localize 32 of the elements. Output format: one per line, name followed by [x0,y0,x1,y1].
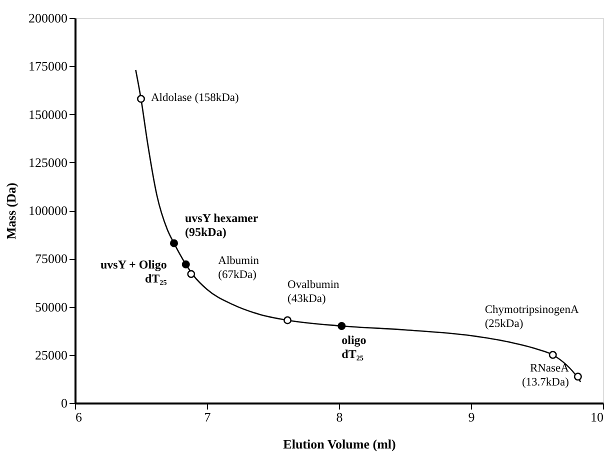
point [338,322,346,330]
annotation: Albumin (67kDa) [218,255,260,282]
point [284,316,292,324]
point [182,260,190,268]
annotation: oligo dT₂₅ [342,333,366,361]
point [548,350,557,359]
x-tick-label: 8 [336,410,343,424]
y-tick-label: 50000 [35,299,68,314]
x-tick-label: 9 [468,410,475,424]
y-tick-label: 150000 [28,106,68,122]
y-tick-label: 175000 [28,58,68,74]
point [170,239,178,248]
x-tick-label: 7 [204,410,212,424]
annotation: uvsY + Oligo dT₂₅ [100,257,168,286]
annotation: uvsY hexamer (95kDa) [185,211,259,240]
point [574,372,582,381]
x-tick-label: 6 [76,410,82,424]
x-tick-label: 10 [590,410,604,424]
annotation: Ovalbumin (43kDa) [288,279,340,306]
y-tick-label: 25000 [35,347,68,362]
y-tick-label: 75000 [35,251,68,266]
point [136,94,146,103]
y-tick-label: 0 [61,396,68,410]
y-tick-label: 100000 [28,203,68,218]
y-tick-label: 200000 [28,10,68,26]
x-axis-title: Elution Volume (ml) [283,436,396,452]
annotation: RNaseA (13.7kDa) [522,362,570,389]
annotation: Aldolase (158kDa) [151,92,239,104]
y-tick-label: 125000 [28,154,68,170]
point [187,270,196,278]
annotation: ChymotripsinogenA (25kDa) [484,304,580,330]
y-axis-title: Mass (Da) [4,182,18,240]
